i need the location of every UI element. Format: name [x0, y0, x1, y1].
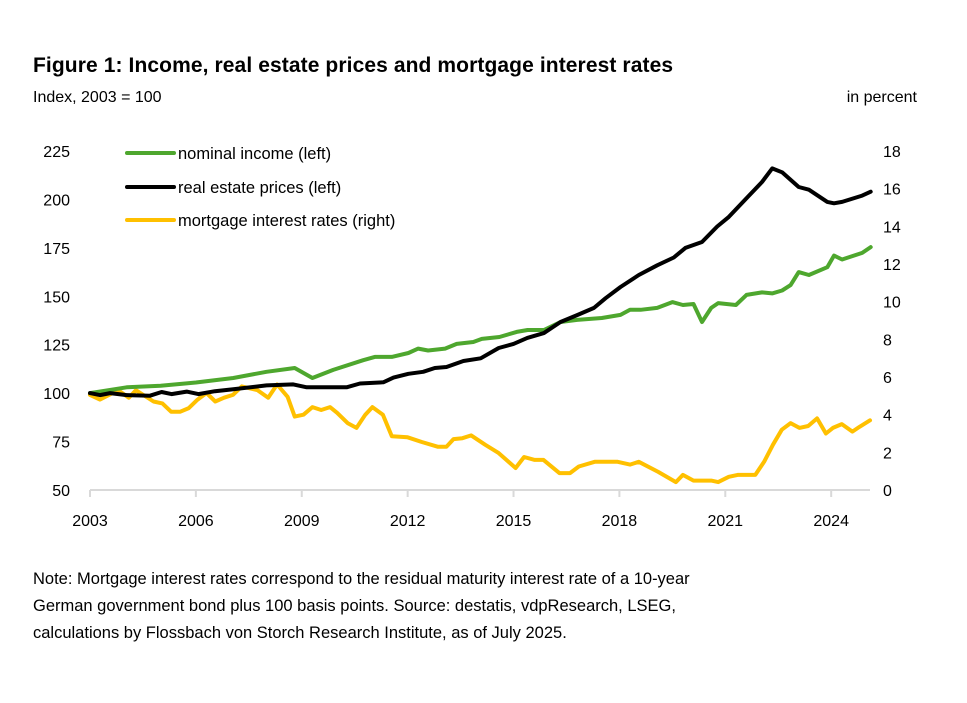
- y-right-tick-label: 10: [883, 295, 901, 312]
- y-right-tick-label: 4: [883, 408, 892, 425]
- y-left-tick-label: 225: [43, 144, 70, 161]
- note-line: German government bond plus 100 basis po…: [33, 597, 676, 615]
- y-right-tick-label: 14: [883, 219, 901, 236]
- y-left-tick-label: 50: [52, 483, 70, 500]
- y-right-tick-label: 6: [883, 370, 892, 387]
- chart-subtitle: Index, 2003 = 100: [33, 89, 162, 106]
- y-right-tick-label: 16: [883, 182, 901, 199]
- chart-note: Note: Mortgage interest rates correspond…: [33, 566, 933, 647]
- x-tick-label: 2015: [496, 513, 532, 530]
- legend-label: mortgage interest rates (right): [178, 212, 395, 230]
- series-line-real-estate-prices: [88, 166, 873, 398]
- y-right-tick-label: 12: [883, 257, 901, 274]
- x-tick-label: 2018: [602, 513, 638, 530]
- y-left-tick-label: 150: [43, 289, 70, 306]
- chart-title: Figure 1: Income, real estate prices and…: [33, 54, 674, 77]
- x-tick-label: 2021: [707, 513, 743, 530]
- series-line-nominal-income: [88, 245, 873, 396]
- legend-label: real estate prices (left): [178, 179, 341, 197]
- x-tick-label: 2006: [178, 513, 214, 530]
- y-left-tick-label: 75: [52, 435, 70, 452]
- note-line: Note: Mortgage interest rates correspond…: [33, 570, 690, 588]
- y-left-tick-label: 100: [43, 386, 70, 403]
- y-right-tick-label: 18: [883, 144, 901, 161]
- series-line-mortgage-interest-rates: [88, 382, 872, 485]
- x-tick-label: 2009: [284, 513, 320, 530]
- legend-label: nominal income (left): [178, 145, 331, 163]
- y-right-tick-label: 8: [883, 332, 892, 349]
- x-tick-label: 2003: [72, 513, 108, 530]
- y-right-tick-label: 2: [883, 445, 892, 462]
- y-left-tick-label: 175: [43, 241, 70, 258]
- right-axis-unit: in percent: [846, 89, 917, 106]
- note-line: calculations by Flossbach von Storch Res…: [33, 624, 567, 642]
- x-tick-label: 2012: [390, 513, 426, 530]
- y-left-tick-label: 125: [43, 338, 70, 355]
- x-tick-label: 2024: [813, 513, 849, 530]
- y-left-tick-label: 200: [43, 192, 70, 209]
- y-right-tick-label: 0: [883, 483, 892, 500]
